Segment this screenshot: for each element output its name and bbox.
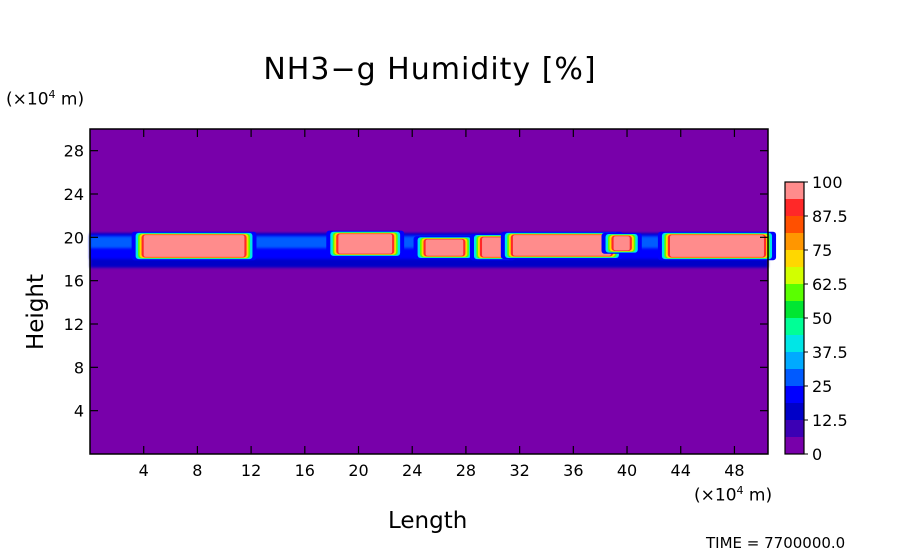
colorbar-swatch [785, 318, 804, 336]
x-tick-label: 44 [671, 461, 691, 480]
cloud-cell-core [669, 235, 764, 257]
x-tick-label: 40 [617, 461, 637, 480]
colorbar-label: 12.5 [812, 411, 848, 430]
plot-frame [89, 128, 769, 455]
y-tick-label: 12 [64, 315, 84, 334]
x-unit-tail: m) [743, 485, 773, 506]
x-unit-base: (×10 [694, 485, 737, 506]
colorbar-label: 0 [812, 445, 822, 464]
x-tick-label: 20 [348, 461, 368, 480]
colorbar-swatch [785, 386, 804, 404]
cloud-cell-core [143, 235, 245, 257]
y-axis: 4 8 12 16 20 24 28 [64, 142, 768, 421]
x-tick-label: 4 [139, 461, 149, 480]
colorbar-label: 62.5 [812, 275, 848, 294]
y-axis-unit: (×104 m) [6, 88, 84, 110]
colorbar-swatch [785, 284, 804, 302]
colorbar-swatch [785, 352, 804, 370]
colorbar-swatch [785, 301, 804, 319]
colorbar-label: 87.5 [812, 207, 848, 226]
colorbar-swatch [785, 335, 804, 353]
cloud-cell [413, 236, 476, 260]
x-unit-exponent: 4 [736, 484, 744, 497]
colorbar-swatch [785, 233, 804, 251]
x-tick-label: 24 [402, 461, 422, 480]
colorbar-swatch [785, 199, 804, 217]
colorbar-swatch [785, 437, 804, 455]
x-axis-label: Length [388, 508, 468, 534]
colorbar-label: 75 [812, 241, 832, 260]
colorbar-label: 25 [812, 377, 832, 396]
cloud-cell-core [613, 236, 630, 251]
colorbar-label: 100 [812, 173, 843, 192]
y-tick-label: 28 [64, 142, 84, 161]
y-unit-base: (×10 [6, 89, 49, 110]
colorbar-swatch [785, 420, 804, 438]
colorbar: 100 87.5 75 62.5 50 37.5 25 12.5 0 [784, 173, 848, 464]
x-tick-label: 12 [241, 461, 261, 480]
colorbar-label: 50 [812, 309, 832, 328]
y-tick-label: 16 [64, 272, 84, 291]
x-tick-label: 48 [724, 461, 744, 480]
colorbar-swatch [785, 250, 804, 268]
plot-area [90, 129, 768, 454]
colorbar-swatch [785, 369, 804, 387]
y-tick-label: 8 [74, 358, 84, 377]
y-unit-tail: m) [55, 89, 85, 110]
x-axis: 4 8 12 16 20 24 28 32 36 40 44 48 [139, 129, 745, 480]
x-tick-label: 8 [192, 461, 202, 480]
cloud-cell-core [512, 235, 611, 256]
x-tick-label: 32 [509, 461, 529, 480]
cloud-cell-core [338, 234, 393, 254]
cloud-cell-core [425, 239, 464, 256]
colorbar-swatch [785, 182, 804, 200]
y-unit-exponent: 4 [48, 88, 56, 101]
y-tick-label: 20 [64, 228, 84, 247]
x-tick-label: 28 [456, 461, 476, 480]
y-tick-label: 24 [64, 185, 84, 204]
cloud-cell [657, 231, 777, 261]
cloud-cell [601, 232, 642, 254]
colorbar-swatch [785, 216, 804, 234]
colorbar-swatch [785, 403, 804, 421]
cloud-cell [326, 230, 405, 257]
cloud-cell-core [482, 237, 504, 257]
chart-title: NH3−g Humidity [%] [263, 52, 597, 87]
cloud-cell [500, 231, 624, 260]
colorbar-swatch [785, 267, 804, 285]
cloud-layer [90, 230, 777, 268]
cloud-cell [131, 231, 257, 261]
colorbar-label: 37.5 [812, 343, 848, 362]
x-tick-label: 36 [563, 461, 583, 480]
y-tick-label: 4 [74, 402, 84, 421]
x-axis-unit: (×104 m) [694, 484, 772, 506]
x-tick-label: 16 [295, 461, 315, 480]
